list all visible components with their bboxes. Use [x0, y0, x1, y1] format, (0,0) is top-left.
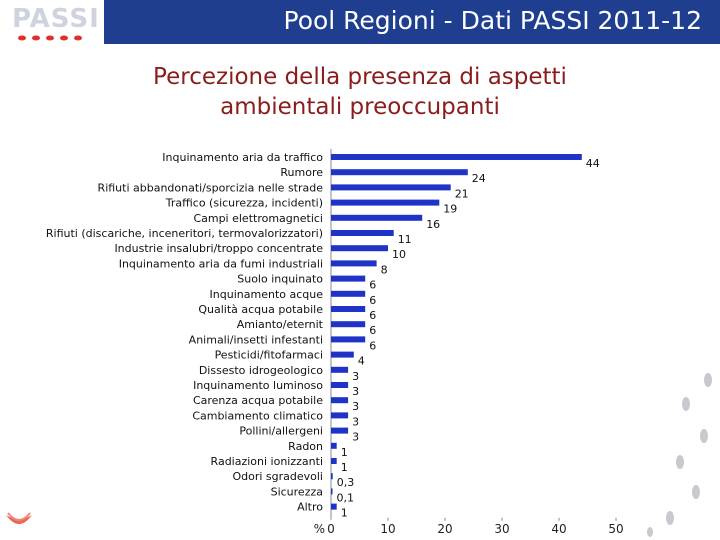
- value-label: 6: [369, 324, 376, 337]
- category-label: Traffico (sicurezza, incidenti): [165, 197, 323, 210]
- value-label: 16: [426, 218, 440, 231]
- category-label: Suolo inquinato: [237, 273, 323, 286]
- value-label: 0,3: [337, 476, 355, 489]
- x-tick-label: 20: [437, 522, 452, 536]
- value-label: 1: [341, 461, 348, 474]
- bar: [331, 230, 394, 236]
- x-tick-label: 50: [608, 522, 623, 536]
- slide-title-line-1: Percezione della presenza di aspetti: [153, 64, 567, 90]
- x-tick-label: 10: [380, 522, 395, 536]
- bar-chart: Inquinamento aria da traffico 44 Rumore 24 R…: [46, 149, 624, 536]
- value-label: 3: [352, 431, 359, 444]
- x-tick-label: 30: [494, 522, 509, 536]
- x-tick-label: 0: [327, 522, 335, 536]
- bar: [331, 397, 349, 404]
- category-label: Pollini/allergeni: [239, 425, 323, 438]
- bar: [331, 412, 349, 419]
- category-label: Rifiuti (discariche, inceneritori, termo…: [46, 227, 323, 240]
- header: PASSI Pool Regioni - Dati PASSI 2011-12: [0, 0, 720, 44]
- title-bar: Pool Regioni - Dati PASSI 2011-12: [104, 0, 720, 44]
- bar: [331, 290, 366, 297]
- value-label: 0,1: [337, 491, 355, 504]
- bar: [331, 275, 366, 282]
- category-label: Radon: [288, 440, 323, 453]
- category-label: Carenza acqua potabile: [193, 394, 323, 407]
- value-label: 19: [443, 203, 457, 216]
- bar: [331, 382, 349, 388]
- bar: [331, 306, 366, 312]
- bar: [331, 503, 337, 510]
- value-label: 1: [341, 507, 348, 520]
- slide-title: Percezione della presenza di aspetti amb…: [0, 62, 720, 122]
- value-label: 10: [392, 248, 406, 261]
- bar: [331, 488, 333, 495]
- category-label: Rifiuti abbandonati/sporcizia nelle stra…: [98, 181, 324, 194]
- logo-footprints-icon: [18, 35, 82, 41]
- value-label: 3: [352, 370, 359, 383]
- category-label: Inquinamento aria da fumi industriali: [119, 257, 323, 270]
- category-label: Odori sgradevoli: [232, 470, 323, 483]
- value-label: 1: [341, 446, 348, 459]
- bar: [331, 169, 468, 176]
- value-label: 11: [398, 233, 412, 246]
- category-label: Sicurezza: [271, 485, 323, 498]
- category-label: Dissesto idrogeologico: [199, 364, 323, 377]
- category-label: Amianto/eternit: [237, 318, 324, 331]
- category-label: Altro: [297, 501, 323, 514]
- value-label: 6: [369, 294, 376, 307]
- bar: [331, 245, 388, 252]
- value-label: 3: [352, 415, 359, 428]
- bar: [331, 351, 354, 358]
- value-label: 21: [455, 187, 469, 200]
- bar: [331, 473, 333, 480]
- value-label: 24: [472, 172, 486, 185]
- value-label: 4: [358, 355, 365, 368]
- bar: [331, 199, 440, 206]
- category-label: Qualità acqua potabile: [198, 303, 323, 316]
- category-label: Radiazioni ionizzanti: [211, 455, 323, 468]
- bar: [331, 184, 451, 191]
- category-label: Campi elettromagnetici: [193, 212, 323, 225]
- category-label: Cambiamento climatico: [192, 409, 323, 422]
- category-label: Animali/insetti infestanti: [189, 333, 323, 346]
- category-label: Industrie insalubri/troppo concentrate: [114, 242, 323, 255]
- category-label: Rumore: [280, 166, 323, 179]
- decorative-footprints-icon: [647, 373, 712, 537]
- header-title: Pool Regioni - Dati PASSI 2011-12: [283, 6, 702, 35]
- bar: [331, 442, 337, 449]
- passi-logo: PASSI: [0, 0, 104, 44]
- value-label: 44: [586, 157, 600, 170]
- value-label: 6: [369, 339, 376, 352]
- slide-title-line-2: ambientali preoccupanti: [220, 94, 500, 120]
- category-label: Inquinamento luminoso: [193, 379, 323, 392]
- bar: [331, 366, 349, 373]
- bar: [331, 336, 366, 343]
- bar: [331, 321, 366, 328]
- value-label: 3: [352, 385, 359, 398]
- category-label: Pesticidi/fitofarmaci: [215, 349, 323, 362]
- value-label: 3: [352, 400, 359, 413]
- category-label: Inquinamento aria da traffico: [162, 151, 323, 164]
- bar: [331, 458, 337, 464]
- bar: [331, 214, 423, 221]
- bar: [331, 260, 377, 267]
- x-axis-label: %: [314, 522, 325, 536]
- value-label: 6: [369, 309, 376, 322]
- smile-logo-icon: [6, 512, 32, 524]
- value-label: 8: [381, 263, 388, 276]
- bar: [331, 427, 349, 434]
- bar: [331, 154, 582, 160]
- x-tick-label: 40: [551, 522, 566, 536]
- logo-text: PASSI: [12, 4, 100, 34]
- category-label: Inquinamento acque: [210, 288, 324, 301]
- value-label: 6: [369, 279, 376, 292]
